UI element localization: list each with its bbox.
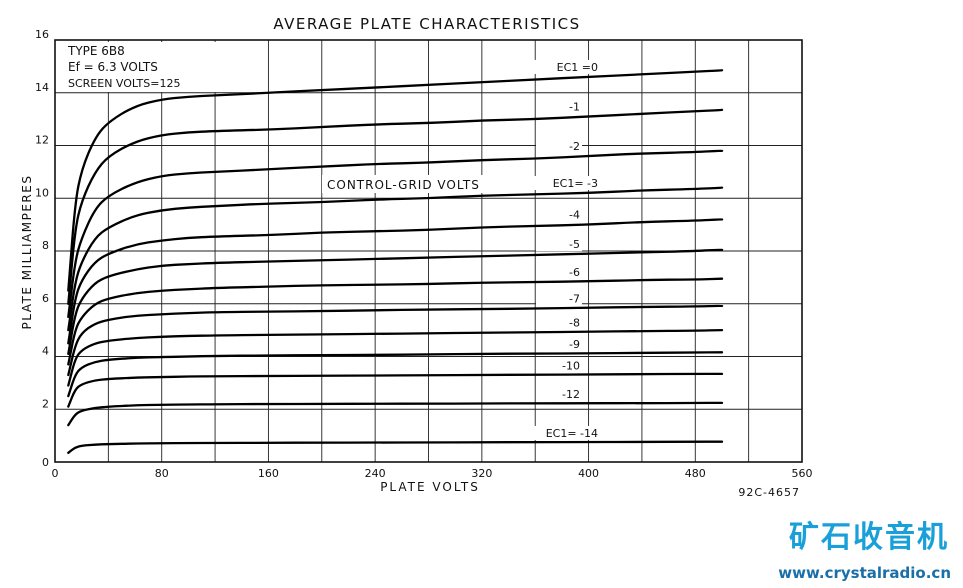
chart-title: AVERAGE PLATE CHARACTERISTICS — [273, 15, 580, 33]
curve-label-bg — [536, 264, 582, 279]
x-tick-labels: 0 80 160 240 320 400 480 560 — [52, 467, 813, 480]
y-tick-labels: 0 2 4 6 8 10 12 14 16 — [35, 28, 49, 469]
family-label-bg — [322, 175, 504, 193]
watermark-logo-text: 矿石收音机 — [789, 520, 949, 555]
curve-line — [67, 401, 724, 427]
curve-label: -10 — [562, 359, 580, 372]
x-axis-label: PLATE VOLTS — [380, 480, 480, 494]
y-tick-label: 8 — [42, 239, 49, 252]
curve-label: -5 — [569, 238, 580, 251]
curve-line — [67, 248, 724, 356]
curve-line — [67, 304, 724, 377]
curve-line — [67, 218, 724, 345]
curve-line — [67, 440, 724, 454]
axes — [54, 39, 803, 463]
curve-label: -7 — [569, 292, 580, 305]
x-tick-label: 160 — [258, 467, 279, 480]
curve-label: -4 — [569, 209, 580, 222]
watermark-url: www.crystalradio.cn — [778, 564, 951, 582]
y-tick-label: 12 — [35, 134, 49, 147]
plot-frame — [54, 39, 803, 463]
y-tick-label: 6 — [42, 292, 49, 305]
info-screen: SCREEN VOLTS=125 — [68, 77, 180, 90]
curve-label-bg — [522, 425, 602, 440]
curve-label: -9 — [569, 338, 580, 351]
y-tick-label: 16 — [35, 28, 49, 41]
curve-line — [67, 149, 724, 319]
curve-line — [67, 372, 724, 408]
curve-label: -6 — [569, 266, 580, 279]
info-filament: Ef = 6.3 VOLTS — [68, 60, 158, 74]
y-tick-label: 2 — [42, 397, 49, 410]
curve-label: -1 — [569, 100, 580, 113]
curve-label: EC1 =0 — [557, 61, 598, 74]
curve-labels: EC1 =0 -1 -2 EC1= -3 -4 -5 -6 -7 -8 -9 -10 -12 EC1= … — [522, 59, 602, 440]
curve-label: -2 — [569, 140, 580, 153]
curve-line — [67, 328, 724, 387]
curve-label-bg — [536, 139, 582, 154]
curve-label-bg — [536, 207, 582, 222]
curve-label: EC1= -3 — [553, 177, 598, 190]
curve-line — [67, 69, 724, 292]
y-axis-label: PLATE MILLIAMPERES — [20, 175, 34, 330]
curve-label-bg — [536, 291, 582, 306]
curve-label: -8 — [569, 317, 580, 330]
figure-code: 92C-4657 — [738, 486, 800, 499]
curve-label-bg — [536, 337, 582, 352]
curve-label-bg — [522, 175, 602, 190]
curve-label-bg — [522, 59, 602, 74]
x-tick-label: 0 — [52, 467, 59, 480]
curve-line — [67, 277, 724, 366]
curve-line — [67, 351, 724, 398]
x-tick-label: 80 — [155, 467, 169, 480]
curve-label-bg — [536, 358, 582, 373]
y-tick-label: 10 — [35, 186, 49, 199]
x-tick-label: 400 — [578, 467, 599, 480]
curve-label: EC1= -14 — [546, 427, 598, 440]
curve-series — [67, 69, 724, 454]
x-tick-label: 560 — [792, 467, 813, 480]
y-tick-label: 0 — [42, 456, 49, 469]
y-tick-label: 14 — [35, 81, 49, 94]
curve-label-bg — [536, 315, 582, 330]
family-label: CONTROL-GRID VOLTS — [327, 178, 480, 192]
curve-line — [67, 186, 724, 332]
x-tick-label: 320 — [471, 467, 492, 480]
info-box — [60, 42, 218, 92]
curve-label-bg — [536, 237, 582, 252]
curve-label-bg — [536, 387, 582, 402]
curve-label-bg — [536, 99, 582, 114]
x-tick-label: 480 — [685, 467, 706, 480]
info-type: TYPE 6B8 — [67, 44, 125, 58]
y-tick-label: 4 — [42, 345, 49, 358]
curve-label: -12 — [562, 388, 580, 401]
x-tick-label: 240 — [365, 467, 386, 480]
curve-line — [67, 108, 724, 305]
